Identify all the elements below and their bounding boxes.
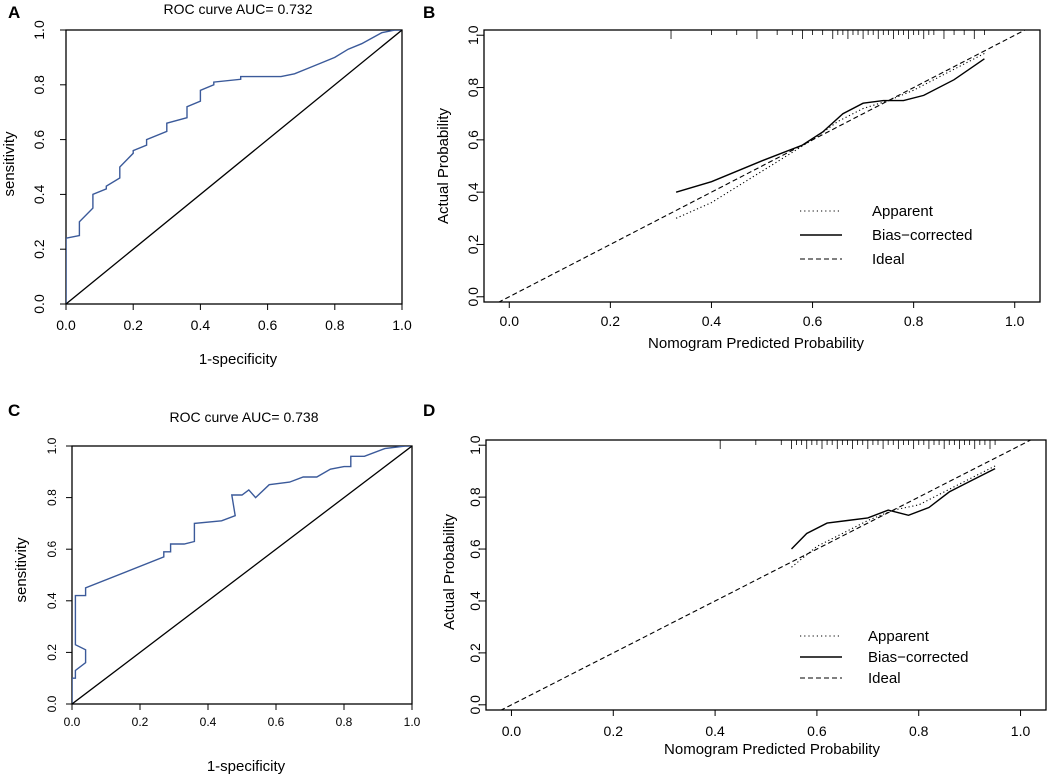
x-tick-label: 0.0 bbox=[500, 313, 520, 329]
x-tick-label: 0.0 bbox=[502, 723, 522, 739]
series-line-ideal bbox=[500, 440, 1032, 710]
x-tick-label: 0.6 bbox=[268, 715, 285, 729]
x-tick-label: 1.0 bbox=[1011, 723, 1031, 739]
y-tick-label: 0.8 bbox=[465, 78, 481, 98]
legend: Apparent Bias−corrected Ideal bbox=[800, 628, 968, 687]
plot-frame bbox=[71, 445, 413, 705]
y-tick-label: 0.4 bbox=[467, 591, 483, 611]
plot-frame bbox=[65, 29, 403, 305]
x-axis-label: 1-specificity bbox=[199, 351, 278, 368]
y-tick-label: 0.8 bbox=[467, 487, 483, 507]
x-tick-label: 0.8 bbox=[904, 313, 924, 329]
x-tick-label: 0.8 bbox=[909, 723, 929, 739]
x-tick-label: 0.6 bbox=[803, 313, 823, 329]
series-group bbox=[66, 30, 402, 304]
plot-area-b: 0.0 0.2 0.4 0.6 0.8 1.0 0.0 0.2 0.4 0.6 0.8 1.0 Appa… bbox=[465, 25, 1041, 329]
y-tick-label: 1.0 bbox=[31, 20, 47, 40]
x-tick-label: 0.4 bbox=[705, 723, 725, 739]
y-tick-label: 0.8 bbox=[31, 75, 47, 95]
x-tick-label: 0.2 bbox=[604, 723, 624, 739]
y-tick-label: 0.4 bbox=[45, 592, 59, 609]
x-tick-label: 0.4 bbox=[702, 313, 722, 329]
y-tick-label: 0.8 bbox=[45, 489, 59, 506]
y-tick-label: 0.0 bbox=[465, 287, 481, 307]
legend-label: Apparent bbox=[872, 203, 934, 220]
plot-frame bbox=[485, 439, 1047, 711]
panel-a: A ROC curve AUC= 0.732 1-specificity sen… bbox=[1, 1, 313, 368]
panel-label-c: C bbox=[8, 401, 20, 420]
series-group bbox=[72, 446, 412, 704]
y-tick-label: 0.6 bbox=[31, 130, 47, 150]
y-tick-label: 0.6 bbox=[465, 130, 481, 150]
y-tick-label: 0.0 bbox=[45, 695, 59, 712]
x-tick-label: 0.0 bbox=[64, 715, 81, 729]
series-line-bias-corrected bbox=[791, 467, 996, 550]
legend-label: Bias−corrected bbox=[872, 227, 972, 244]
y-tick-label: 0.2 bbox=[45, 644, 59, 661]
x-tick-label: 0.2 bbox=[132, 715, 149, 729]
x-tick-label: 0.4 bbox=[191, 317, 211, 333]
series-group bbox=[497, 30, 1027, 302]
x-tick-label: 1.0 bbox=[392, 317, 412, 333]
y-tick-label: 1.0 bbox=[45, 437, 59, 454]
legend-label: Ideal bbox=[872, 251, 905, 268]
x-axis-label: Nomogram Predicted Probability bbox=[664, 741, 880, 758]
y-tick-label: 0.6 bbox=[45, 541, 59, 558]
series-line-reference bbox=[66, 30, 402, 304]
panel-b: B Nomogram Predicted Probability Actual … bbox=[423, 3, 864, 352]
panel-label-b: B bbox=[423, 3, 435, 22]
plot-frame bbox=[483, 29, 1041, 303]
x-tick-label: 0.2 bbox=[123, 317, 143, 333]
legend: Apparent Bias−corrected Ideal bbox=[800, 203, 972, 268]
y-axis-label: sensitivity bbox=[1, 131, 18, 197]
series-line-roc bbox=[72, 446, 412, 704]
series-line-bias-corrected bbox=[675, 58, 985, 193]
panel-c: C ROC curve AUC= 0.738 1-specificity sen… bbox=[8, 401, 319, 775]
legend-label: Ideal bbox=[868, 670, 901, 687]
x-tick-label: 1.0 bbox=[1005, 313, 1025, 329]
series-line-ideal bbox=[497, 30, 1027, 302]
x-tick-label: 0.8 bbox=[325, 317, 345, 333]
x-axis-label: 1-specificity bbox=[207, 758, 286, 775]
series-line-roc bbox=[66, 30, 402, 304]
y-tick-label: 1.0 bbox=[465, 25, 481, 45]
plot-area-c: 0.0 0.2 0.4 0.6 0.8 1.0 0.0 0.2 0.4 0.6 0.8 1.0 bbox=[45, 437, 421, 729]
panel-label-a: A bbox=[8, 3, 20, 22]
x-tick-label: 1.0 bbox=[404, 715, 421, 729]
series-group bbox=[500, 440, 1032, 710]
x-tick-label: 0.6 bbox=[807, 723, 827, 739]
x-tick-label: 0.2 bbox=[601, 313, 621, 329]
y-tick-label: 1.0 bbox=[467, 435, 483, 455]
y-tick-label: 0.6 bbox=[467, 539, 483, 559]
legend-label: Apparent bbox=[868, 628, 930, 645]
y-tick-label: 0.4 bbox=[465, 182, 481, 202]
series-line-reference bbox=[72, 446, 412, 704]
x-tick-label: 0.0 bbox=[56, 317, 76, 333]
y-axis-label: sensitivity bbox=[13, 537, 30, 603]
panel-label-d: D bbox=[423, 401, 435, 420]
plot-area-d: 0.0 0.2 0.4 0.6 0.8 1.0 0.0 0.2 0.4 0.6 0.8 1.0 Appa… bbox=[467, 435, 1047, 739]
y-tick-label: 0.2 bbox=[465, 235, 481, 255]
y-tick-label: 0.0 bbox=[31, 294, 47, 314]
y-tick-label: 0.0 bbox=[467, 695, 483, 715]
y-axis-label: Actual Probability bbox=[435, 108, 452, 224]
chart-title: ROC curve AUC= 0.738 bbox=[169, 409, 318, 425]
legend-label: Bias−corrected bbox=[868, 649, 968, 666]
plot-area-a: 0.0 0.2 0.4 0.6 0.8 1.0 0.0 0.2 0.4 0.6 0.8 1.0 bbox=[31, 20, 412, 333]
y-tick-label: 0.4 bbox=[31, 184, 47, 204]
chart-title: ROC curve AUC= 0.732 bbox=[163, 1, 312, 17]
series-line-apparent bbox=[791, 465, 996, 568]
x-tick-label: 0.4 bbox=[200, 715, 217, 729]
x-tick-label: 0.8 bbox=[336, 715, 353, 729]
x-axis-label: Nomogram Predicted Probability bbox=[648, 335, 864, 352]
y-tick-label: 0.2 bbox=[467, 643, 483, 663]
panel-d: D Nomogram Predicted Probability Actual … bbox=[423, 401, 880, 758]
series-line-apparent bbox=[675, 53, 985, 219]
x-tick-label: 0.6 bbox=[258, 317, 278, 333]
y-tick-label: 0.2 bbox=[31, 239, 47, 259]
y-axis-label: Actual Probability bbox=[441, 514, 458, 630]
